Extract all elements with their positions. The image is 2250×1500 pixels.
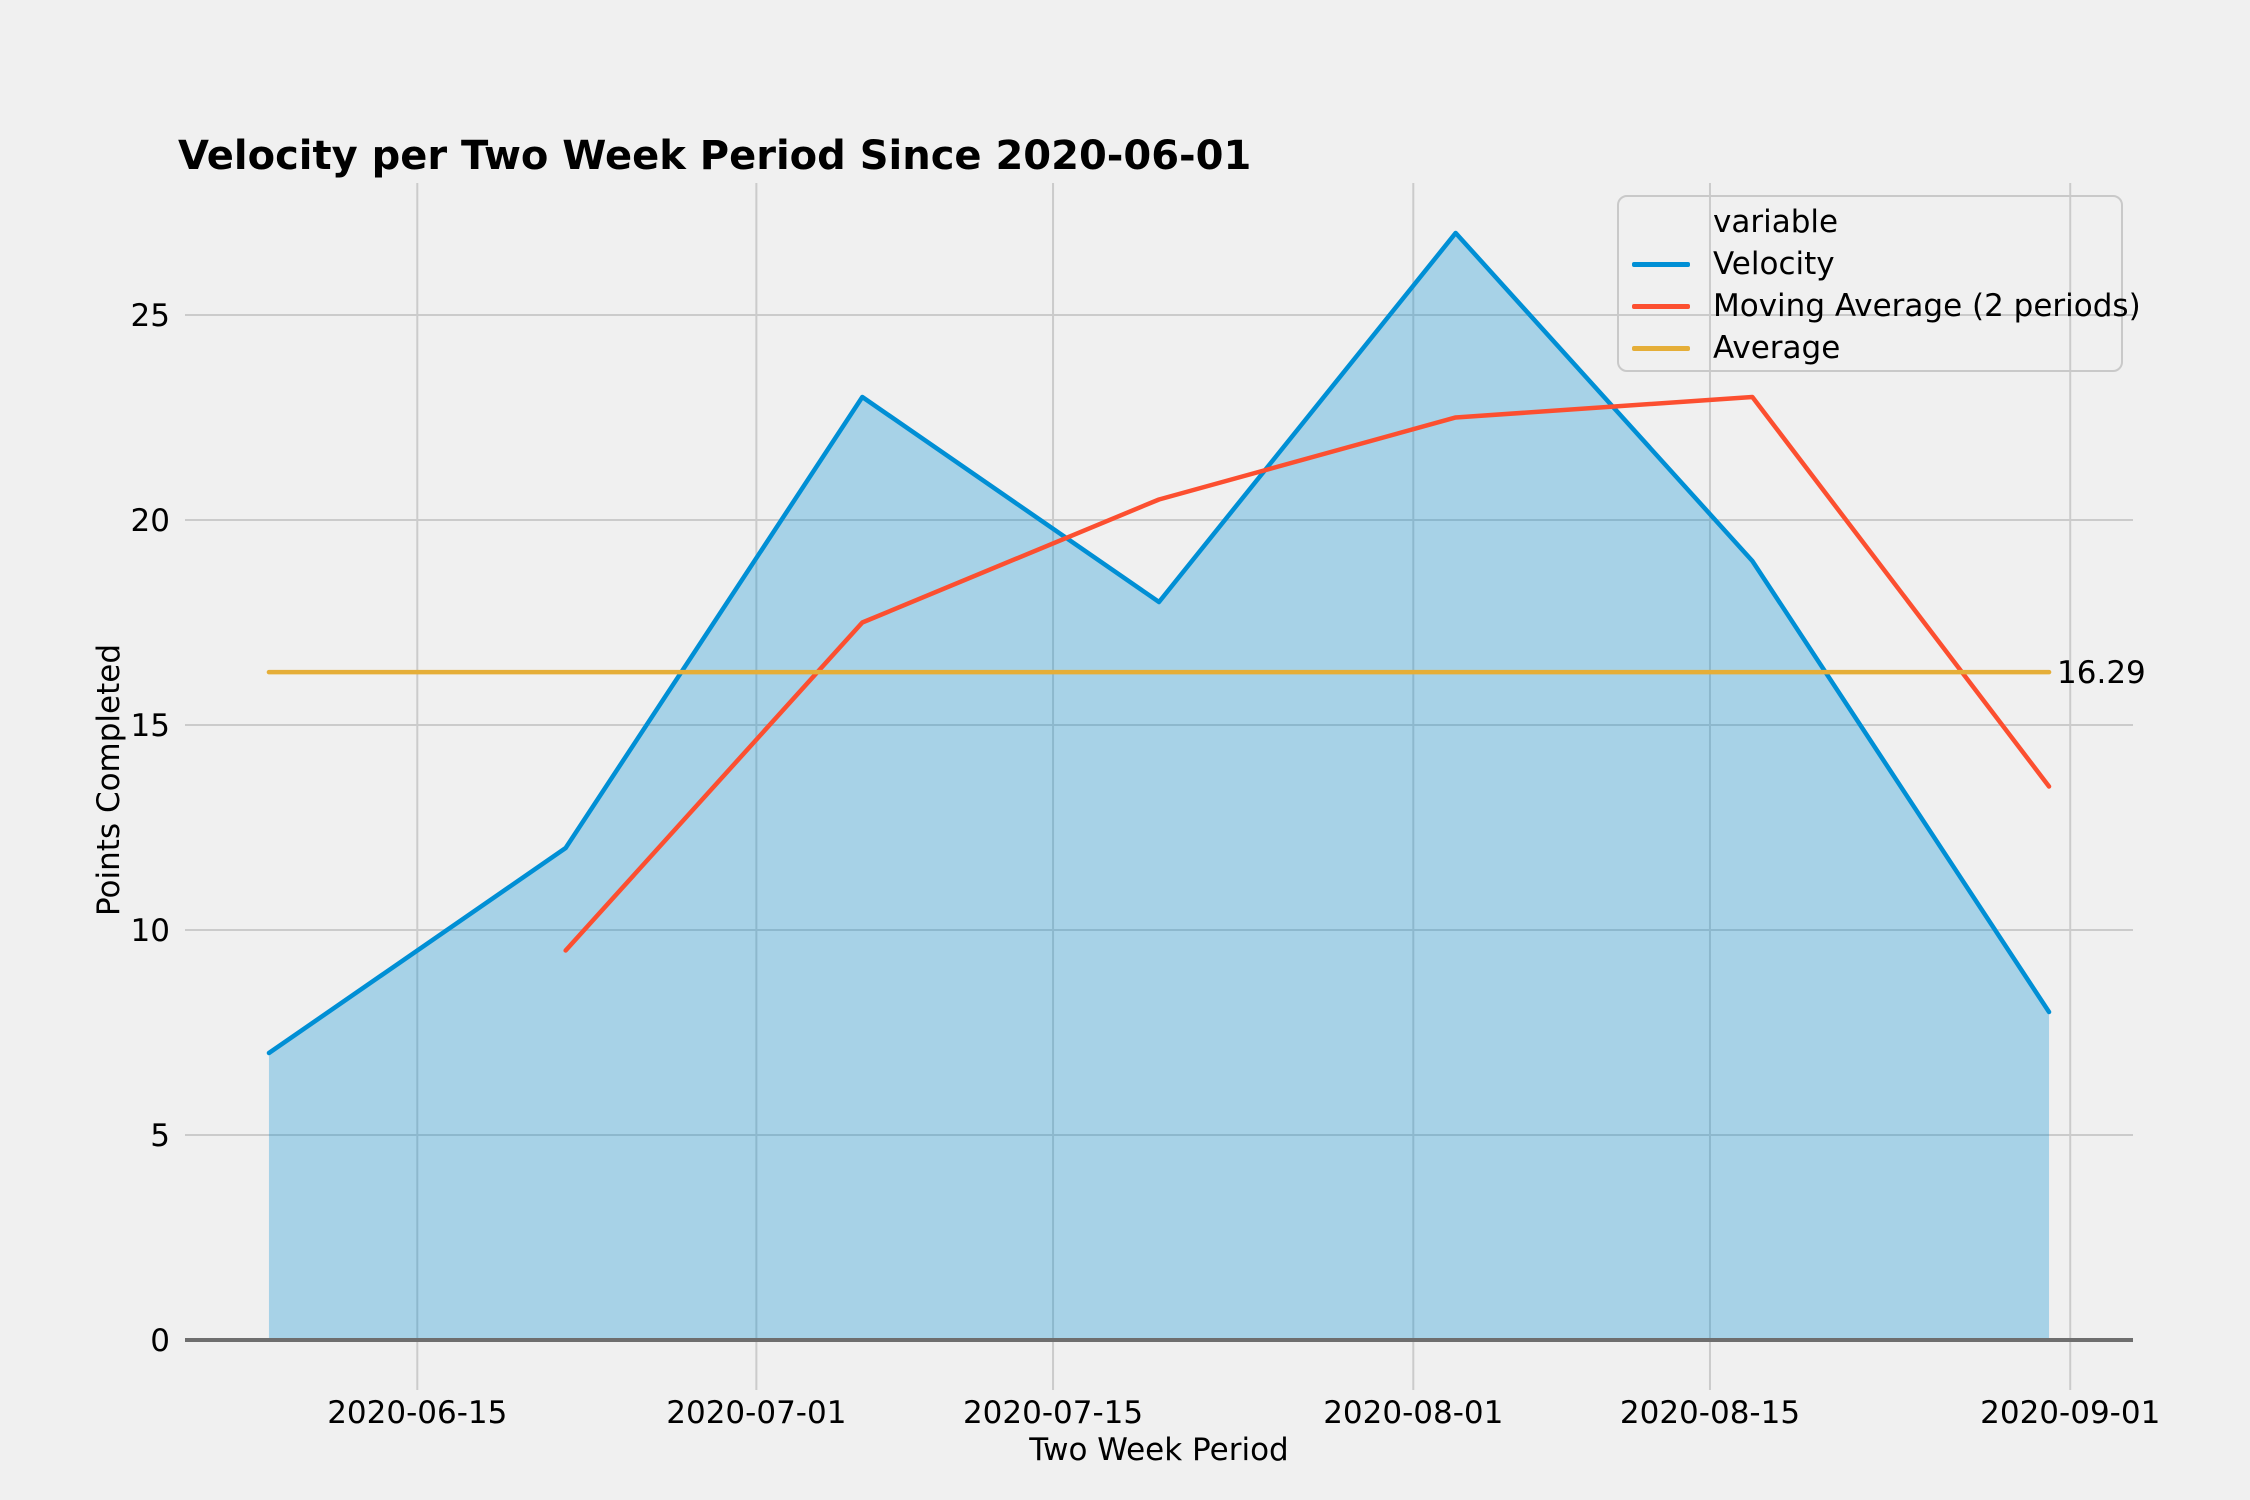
x-tick-label: 2020-09-01 bbox=[1980, 1395, 2160, 1431]
legend-entries: Velocity Moving Average (2 periods) Averag… bbox=[1619, 243, 2141, 369]
velocity-area-fill bbox=[268, 232, 2050, 1341]
legend-line-swatch bbox=[1632, 261, 1690, 267]
legend-entry: Moving Average (2 periods) bbox=[1619, 285, 2141, 327]
legend-entry: Velocity bbox=[1619, 243, 2121, 285]
y-tick-label: 15 bbox=[131, 708, 170, 744]
legend-entry-label: Moving Average (2 periods) bbox=[1713, 288, 2141, 324]
legend: variable Velocity Moving Average (2 perio… bbox=[1617, 195, 2141, 372]
legend-title: variable bbox=[1713, 204, 1839, 240]
x-tick-label: 2020-08-01 bbox=[1323, 1395, 1503, 1431]
legend-line-swatch bbox=[1632, 345, 1690, 351]
y-tick-label: 5 bbox=[150, 1118, 170, 1154]
x-axis-label: Two Week Period bbox=[1029, 1432, 1289, 1468]
average-value-annotation: 16.29 bbox=[2057, 655, 2146, 691]
chart-title: Velocity per Two Week Period Since 2020-… bbox=[178, 133, 1252, 179]
y-tick-label: 20 bbox=[131, 503, 170, 539]
x-tick-label: 2020-07-01 bbox=[666, 1395, 846, 1431]
x-tick-label: 2020-08-15 bbox=[1620, 1395, 1800, 1431]
x-tick-label: 2020-06-15 bbox=[327, 1395, 507, 1431]
moving-average-line bbox=[563, 394, 2052, 953]
y-tick-label: 10 bbox=[131, 913, 170, 949]
legend-entry: Average bbox=[1619, 327, 2121, 369]
y-tick-label: 25 bbox=[131, 298, 170, 334]
y-axis-label: Points Completed bbox=[91, 643, 127, 917]
y-tick-label: 0 bbox=[150, 1323, 170, 1359]
x-tick-label: 2020-07-15 bbox=[963, 1395, 1143, 1431]
legend-line-swatch bbox=[1632, 303, 1690, 309]
velocity-line bbox=[266, 230, 2052, 1056]
legend-entry-label: Velocity bbox=[1713, 246, 1835, 282]
legend-entry-label: Average bbox=[1713, 330, 1841, 366]
